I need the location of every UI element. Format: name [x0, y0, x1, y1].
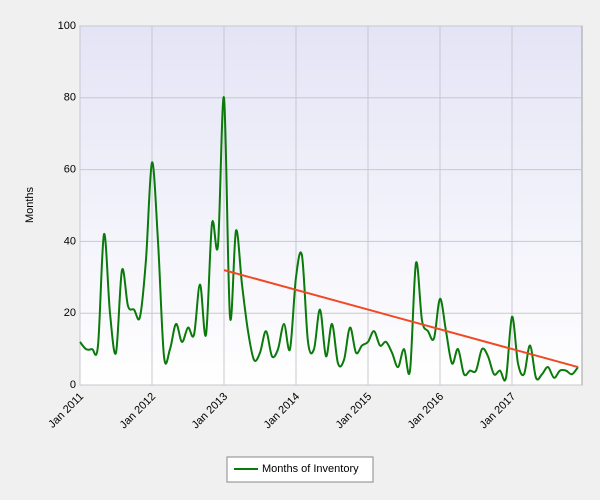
legend-label: Months of Inventory [262, 463, 359, 475]
x-tick-label: Jan 2017 [478, 391, 518, 431]
y-tick-label: 20 [64, 307, 76, 319]
y-axis-label: Months [24, 186, 36, 223]
x-tick-label: Jan 2011 [46, 391, 86, 431]
x-tick-label: Jan 2012 [118, 391, 158, 431]
x-tick-label: Jan 2013 [190, 391, 230, 431]
y-tick-label: 0 [70, 379, 76, 391]
y-tick-label: 80 [64, 92, 76, 104]
data-line [79, 96, 579, 382]
y-tick-label: 40 [64, 235, 76, 247]
trend-line [223, 269, 579, 369]
x-tick-label: Jan 2015 [334, 391, 374, 431]
y-tick-label: 60 [64, 164, 76, 176]
y-tick-label: 100 [58, 20, 76, 32]
x-tick-label: Jan 2016 [406, 391, 446, 431]
legend: Months of Inventory [226, 456, 374, 483]
x-tick-label: Jan 2014 [262, 391, 302, 431]
